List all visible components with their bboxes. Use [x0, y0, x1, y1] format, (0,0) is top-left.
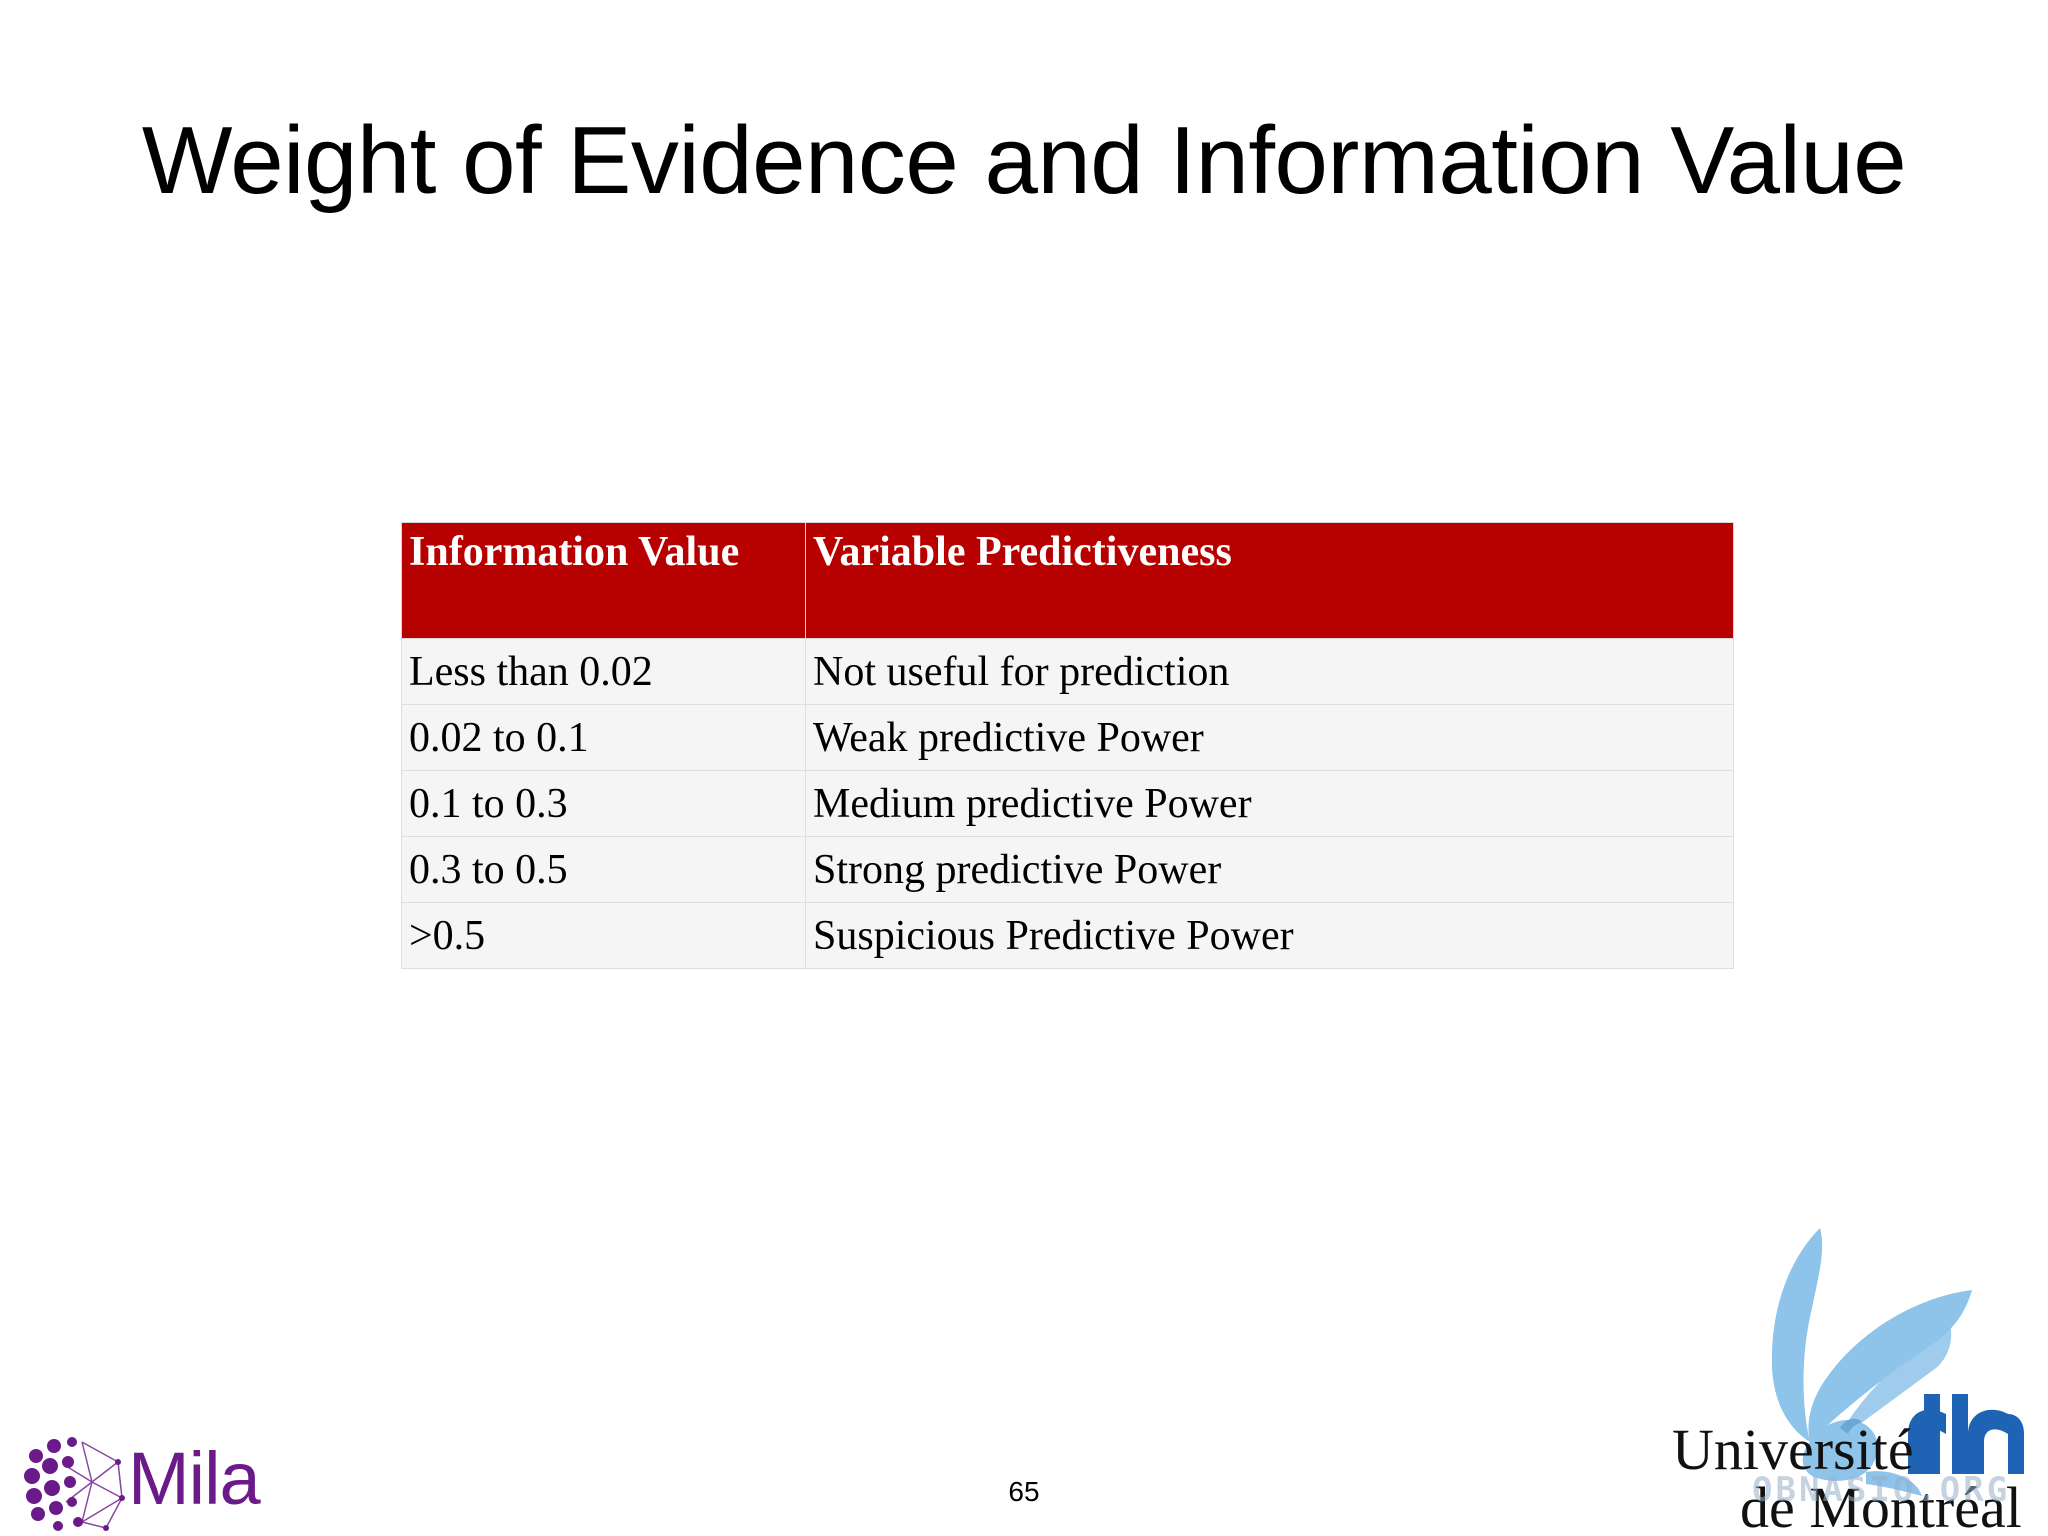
cell-predictiveness: Weak predictive Power — [805, 704, 1734, 771]
cell-predictiveness: Not useful for prediction — [805, 638, 1734, 705]
cell-iv-range: 0.1 to 0.3 — [401, 770, 806, 837]
cell-iv-range: >0.5 — [401, 902, 806, 969]
cell-predictiveness: Suspicious Predictive Power — [805, 902, 1734, 969]
table-row: 0.1 to 0.3 Medium predictive Power — [401, 770, 1734, 837]
header-variable-predictiveness: Variable Predictiveness — [805, 522, 1734, 639]
udem-logo-line2: de Montréal — [1740, 1475, 2022, 1536]
table-row: Less than 0.02 Not useful for prediction — [401, 638, 1734, 705]
page-number: 65 — [1008, 1476, 1040, 1507]
slide-title: Weight of Evidence and Information Value — [141, 107, 1907, 214]
phoenix-icon — [1771, 1228, 2024, 1496]
table-row: 0.3 to 0.5 Strong predictive Power — [401, 836, 1734, 903]
watermark: OBNASIO.ORG — [1752, 1470, 2011, 1510]
header-information-value: Information Value — [401, 522, 806, 639]
information-value-table: Information Value Variable Predictivenes… — [401, 522, 1734, 969]
cell-predictiveness: Strong predictive Power — [805, 836, 1734, 903]
mila-logo-text: Mila — [128, 1437, 261, 1520]
cell-predictiveness: Medium predictive Power — [805, 770, 1734, 837]
mila-dots-icon — [24, 1437, 125, 1531]
cell-iv-range: 0.3 to 0.5 — [401, 836, 806, 903]
udem-logo-line1: Université — [1672, 1417, 1914, 1482]
table-row: >0.5 Suspicious Predictive Power — [401, 902, 1734, 969]
table-header-row: Information Value Variable Predictivenes… — [401, 522, 1734, 639]
cell-iv-range: Less than 0.02 — [401, 638, 806, 705]
cell-iv-range: 0.02 to 0.1 — [401, 704, 806, 771]
table-row: 0.02 to 0.1 Weak predictive Power — [401, 704, 1734, 771]
